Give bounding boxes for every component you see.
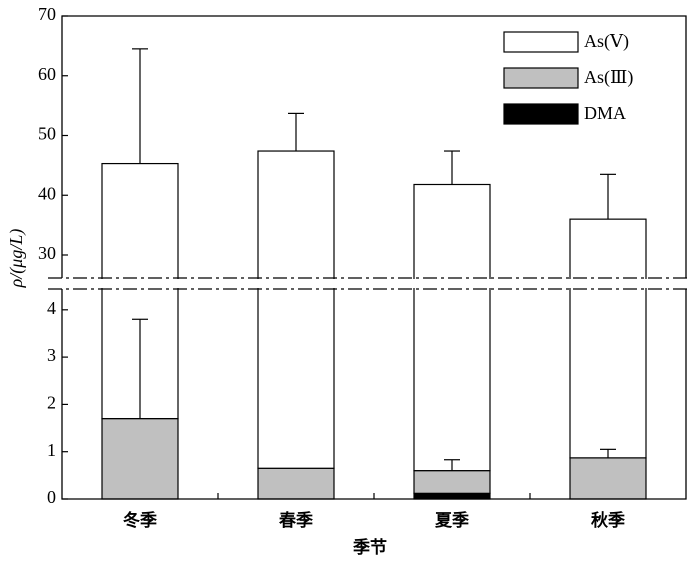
- bar-segment: [569, 457, 647, 500]
- x-tick-label: 夏季: [435, 510, 469, 531]
- legend-label: DMA: [584, 103, 626, 123]
- bar-segment: [569, 218, 647, 459]
- y-tick-label: 4: [47, 298, 56, 318]
- bar-segment: [413, 183, 491, 472]
- legend-swatch: [503, 67, 579, 89]
- y-tick-label: 3: [47, 345, 56, 365]
- x-tick-label: 春季: [279, 510, 313, 531]
- y-tick-label: 60: [38, 64, 56, 84]
- bar-segment: [257, 150, 335, 469]
- x-tick-label: 秋季: [591, 510, 625, 531]
- bar-segment: [413, 470, 491, 494]
- y-tick-label: 70: [38, 4, 56, 24]
- x-axis-label: 季节: [353, 537, 387, 558]
- axis-frame-upper: [61, 15, 687, 278]
- axis-break-gap: [48, 279, 690, 288]
- y-tick-label: 40: [38, 183, 56, 203]
- y-axis-label: ρ/(μg/L): [6, 229, 27, 289]
- y-tick-label: 2: [47, 393, 56, 413]
- legend-label: As(Ⅴ): [584, 31, 629, 52]
- y-tick-label: 1: [47, 440, 56, 460]
- bar-segment: [413, 492, 491, 500]
- x-tick-label: 冬季: [123, 510, 157, 531]
- bar-segment: [101, 417, 179, 500]
- legend-swatch: [503, 31, 579, 53]
- legend-label: As(Ⅲ): [584, 67, 633, 88]
- y-tick-label: 50: [38, 124, 56, 144]
- legend-swatch: [503, 103, 579, 125]
- y-tick-label: 0: [47, 487, 56, 507]
- bar-segment: [257, 467, 335, 500]
- y-tick-label: 30: [38, 243, 56, 263]
